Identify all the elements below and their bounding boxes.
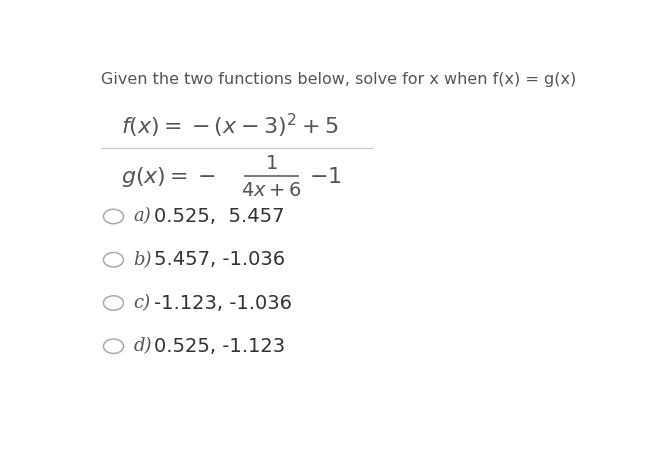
Text: $-1$: $-1$	[309, 167, 342, 187]
Text: $1$: $1$	[265, 154, 278, 173]
Text: $4x + 6$: $4x + 6$	[241, 181, 302, 200]
Text: 5.457, -1.036: 5.457, -1.036	[153, 250, 285, 269]
Text: Given the two functions below, solve for x when f(x) = g(x): Given the two functions below, solve for…	[101, 73, 576, 88]
Text: 0.525,  5.457: 0.525, 5.457	[153, 207, 284, 226]
Text: 0.525, -1.123: 0.525, -1.123	[153, 337, 285, 356]
Text: a): a)	[133, 207, 151, 226]
Text: b): b)	[133, 251, 152, 269]
Text: -1.123, -1.036: -1.123, -1.036	[153, 293, 292, 313]
Text: $g(x) = -$: $g(x) = -$	[121, 165, 215, 189]
Text: d): d)	[133, 337, 152, 355]
Text: c): c)	[133, 294, 151, 312]
Text: $f(x) = -(x-3)^2 + 5$: $f(x) = -(x-3)^2 + 5$	[121, 112, 338, 140]
